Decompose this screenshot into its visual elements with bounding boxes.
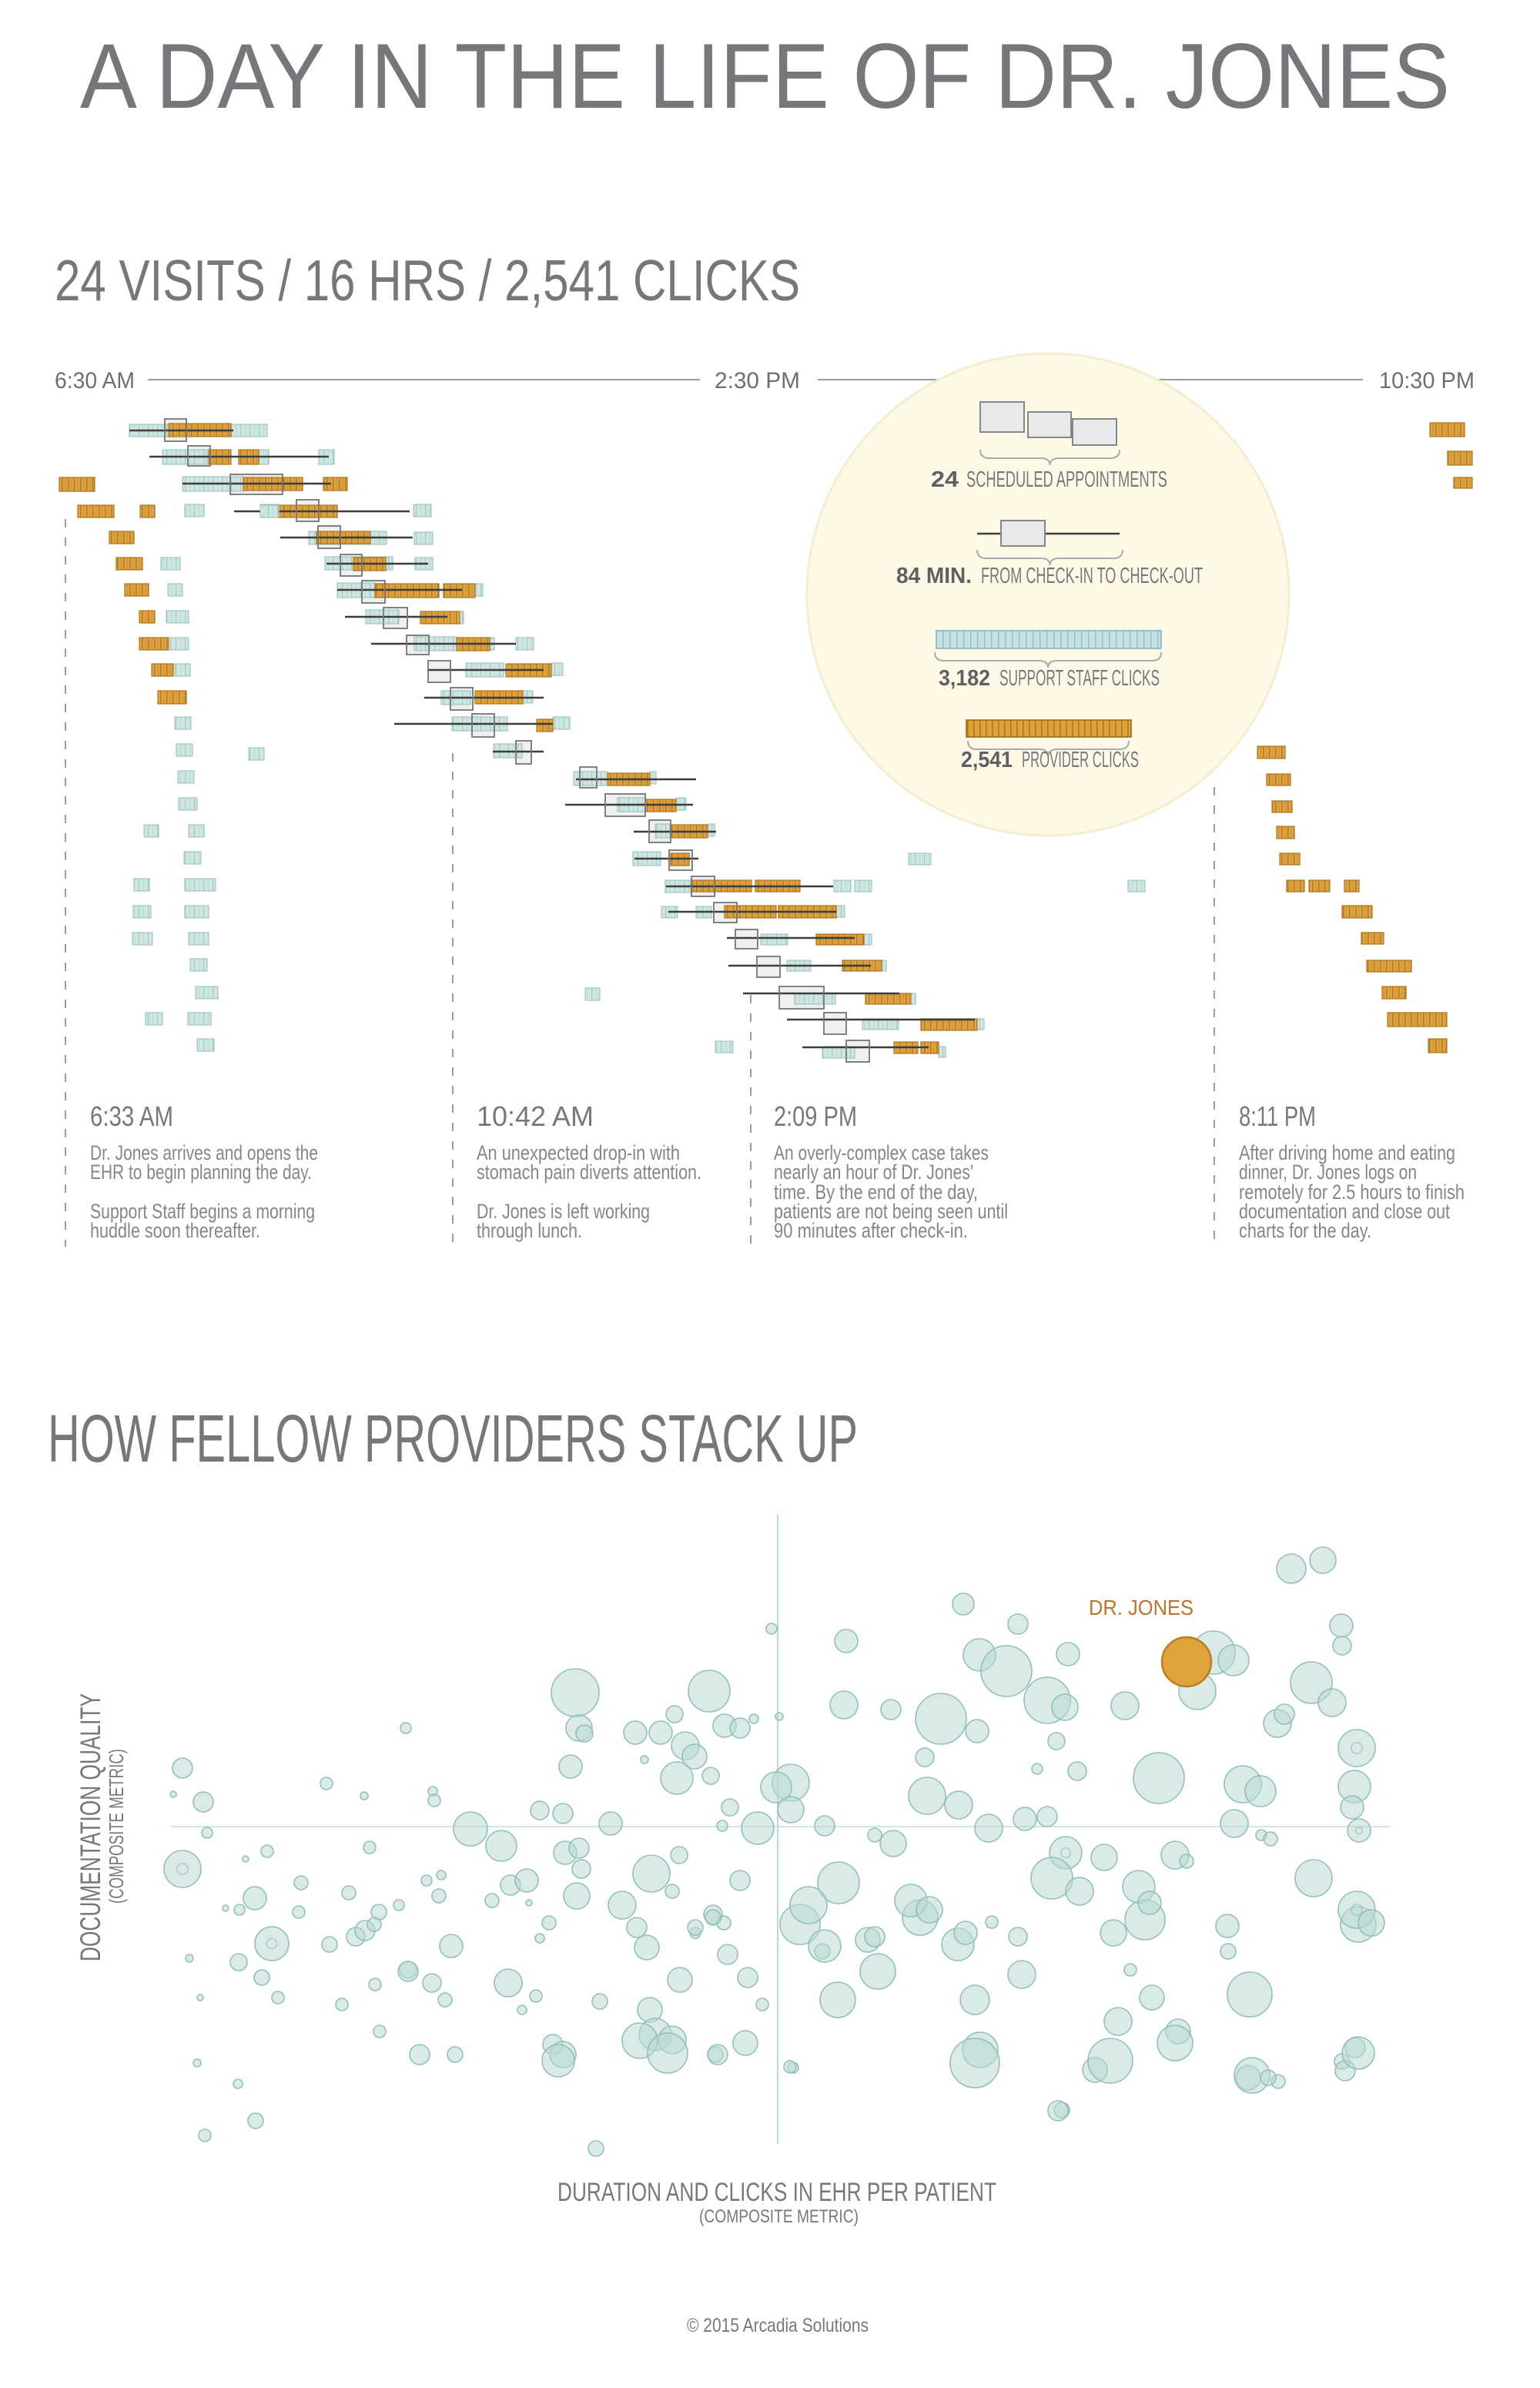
svg-text:SCHEDULED APPOINTMENTS: SCHEDULED APPOINTMENTS (966, 467, 1167, 492)
svg-text:24 VISITS / 16 HRS / 2,541 CLI: 24 VISITS / 16 HRS / 2,541 CLICKS (55, 248, 800, 313)
svg-text:(COMPOSITE METRIC): (COMPOSITE METRIC) (699, 2206, 859, 2227)
svg-text:(COMPOSITE METRIC): (COMPOSITE METRIC) (105, 1749, 128, 1904)
svg-text:remotely for 2.5 hours to fini: remotely for 2.5 hours to finish (1239, 1181, 1465, 1204)
svg-text:dinner, Dr. Jones logs on: dinner, Dr. Jones logs on (1239, 1161, 1417, 1184)
svg-text:3,182: 3,182 (939, 666, 990, 691)
svg-text:FROM CHECK-IN TO CHECK-OUT: FROM CHECK-IN TO CHECK-OUT (981, 564, 1203, 588)
svg-text:nearly an hour of Dr. Jones': nearly an hour of Dr. Jones' (774, 1161, 973, 1184)
svg-text:90 minutes after check-in.: 90 minutes after check-in. (774, 1219, 968, 1242)
svg-text:huddle soon thereafter.: huddle soon thereafter. (90, 1219, 260, 1242)
svg-text:84 MIN.: 84 MIN. (896, 564, 972, 588)
svg-text:2:09 PM: 2:09 PM (774, 1100, 857, 1132)
svg-text:© 2015 Arcadia Solutions: © 2015 Arcadia Solutions (687, 2315, 869, 2336)
svg-text:6:30 AM: 6:30 AM (55, 368, 135, 394)
svg-text:8:11 PM: 8:11 PM (1239, 1100, 1316, 1132)
svg-text:10:30 PM: 10:30 PM (1379, 368, 1475, 394)
svg-text:DURATION AND CLICKS IN EHR PER: DURATION AND CLICKS IN EHR PER PATIENT (557, 2178, 996, 2207)
svg-text:HOW FELLOW PROVIDERS STACK UP: HOW FELLOW PROVIDERS STACK UP (48, 1402, 858, 1476)
svg-text:patients are not being seen un: patients are not being seen until (774, 1200, 1008, 1223)
svg-text:A DAY IN THE LIFE OF DR. JONES: A DAY IN THE LIFE OF DR. JONES (80, 25, 1450, 128)
svg-text:An unexpected drop-in with: An unexpected drop-in with (477, 1141, 680, 1164)
svg-text:2,541: 2,541 (961, 748, 1013, 772)
svg-text:PROVIDER CLICKS: PROVIDER CLICKS (1022, 748, 1139, 772)
svg-text:Support Staff begins a morning: Support Staff begins a morning (90, 1200, 315, 1223)
svg-text:EHR to begin planning the day.: EHR to begin planning the day. (90, 1161, 312, 1184)
svg-text:through lunch.: through lunch. (477, 1219, 582, 1242)
svg-text:Dr. Jones is left working: Dr. Jones is left working (477, 1200, 650, 1223)
svg-text:2:30 PM: 2:30 PM (715, 368, 800, 394)
svg-text:DOCUMENTATION QUALITY: DOCUMENTATION QUALITY (75, 1693, 106, 1961)
svg-text:24: 24 (931, 467, 959, 492)
svg-text:DR. JONES: DR. JONES (1089, 1596, 1194, 1619)
svg-text:documentation and close out: documentation and close out (1239, 1200, 1450, 1223)
svg-text:Dr. Jones arrives and opens th: Dr. Jones arrives and opens the (90, 1141, 318, 1164)
svg-text:An overly-complex case takes: An overly-complex case takes (774, 1141, 989, 1164)
svg-text:charts for the day.: charts for the day. (1239, 1219, 1371, 1242)
svg-text:10:42 AM: 10:42 AM (477, 1100, 594, 1132)
svg-text:After driving home and eating: After driving home and eating (1239, 1141, 1455, 1164)
svg-text:stomach pain diverts attention: stomach pain diverts attention. (477, 1161, 701, 1184)
svg-text:6:33 AM: 6:33 AM (90, 1100, 173, 1132)
svg-text:time. By the end of the day,: time. By the end of the day, (774, 1181, 978, 1204)
svg-text:SUPPORT STAFF CLICKS: SUPPORT STAFF CLICKS (999, 666, 1160, 691)
